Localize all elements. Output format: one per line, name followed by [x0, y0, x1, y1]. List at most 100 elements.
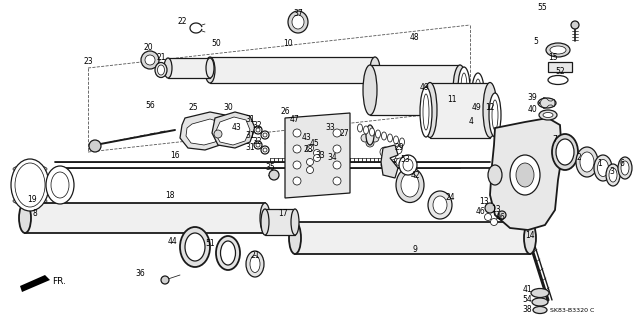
Text: 43: 43: [302, 132, 312, 142]
Text: 13: 13: [479, 197, 489, 206]
Ellipse shape: [598, 160, 609, 176]
Ellipse shape: [13, 181, 47, 189]
Text: 10: 10: [283, 39, 293, 48]
Ellipse shape: [539, 110, 557, 120]
Text: SK83-B3320 C: SK83-B3320 C: [550, 308, 594, 314]
Ellipse shape: [387, 134, 392, 142]
Ellipse shape: [246, 251, 264, 277]
Text: 18: 18: [165, 191, 175, 201]
Text: 50: 50: [211, 40, 221, 48]
Circle shape: [498, 211, 506, 219]
Polygon shape: [215, 117, 250, 145]
Circle shape: [256, 143, 260, 147]
Circle shape: [263, 148, 267, 152]
Circle shape: [293, 129, 301, 137]
Text: 32: 32: [252, 122, 262, 130]
Bar: [25, 203, 265, 233]
Ellipse shape: [13, 165, 47, 173]
Ellipse shape: [403, 159, 413, 171]
Text: 53: 53: [400, 155, 410, 165]
Circle shape: [387, 163, 397, 173]
Text: 49: 49: [472, 103, 482, 113]
Text: 43: 43: [231, 123, 241, 132]
Ellipse shape: [13, 189, 47, 197]
Text: 39: 39: [527, 93, 537, 101]
Polygon shape: [186, 119, 222, 145]
Ellipse shape: [399, 138, 404, 146]
Text: 1: 1: [598, 160, 602, 168]
Text: 22: 22: [177, 17, 187, 26]
Text: 21: 21: [250, 251, 260, 261]
Text: 36: 36: [135, 270, 145, 278]
Text: 52: 52: [555, 68, 565, 77]
Ellipse shape: [164, 58, 172, 78]
Ellipse shape: [288, 11, 308, 33]
Text: 35: 35: [265, 164, 275, 173]
Circle shape: [381, 161, 389, 169]
Ellipse shape: [364, 126, 369, 134]
Text: 42: 42: [410, 170, 420, 180]
Ellipse shape: [531, 288, 549, 298]
Ellipse shape: [423, 83, 437, 137]
Bar: [265, 209, 295, 235]
Text: 28: 28: [303, 145, 313, 154]
Text: 41: 41: [522, 286, 532, 294]
Circle shape: [293, 161, 301, 169]
Ellipse shape: [396, 167, 424, 203]
Text: 37: 37: [293, 9, 303, 18]
Ellipse shape: [381, 132, 387, 140]
Ellipse shape: [216, 236, 240, 270]
Ellipse shape: [46, 166, 74, 204]
Ellipse shape: [13, 197, 47, 205]
Circle shape: [269, 170, 279, 180]
Ellipse shape: [483, 83, 497, 137]
Ellipse shape: [533, 307, 547, 314]
Circle shape: [388, 152, 396, 160]
Circle shape: [261, 146, 269, 154]
Text: 27: 27: [339, 130, 349, 138]
Ellipse shape: [538, 98, 556, 108]
Ellipse shape: [292, 15, 304, 29]
Ellipse shape: [510, 155, 540, 195]
Bar: [295, 222, 530, 254]
Circle shape: [484, 213, 492, 220]
Text: 46: 46: [475, 207, 485, 217]
Ellipse shape: [291, 209, 299, 235]
Text: 31: 31: [245, 144, 255, 152]
Ellipse shape: [423, 94, 429, 130]
Circle shape: [307, 167, 314, 174]
Ellipse shape: [363, 65, 377, 115]
Text: 23: 23: [83, 57, 93, 66]
Circle shape: [314, 150, 321, 157]
Text: 21: 21: [156, 53, 166, 62]
Ellipse shape: [366, 125, 374, 145]
Text: 17: 17: [278, 209, 288, 218]
Text: 20: 20: [143, 43, 153, 53]
Text: 11: 11: [447, 95, 457, 105]
Text: 26: 26: [280, 108, 290, 116]
Circle shape: [394, 146, 402, 154]
Ellipse shape: [420, 87, 432, 137]
Ellipse shape: [260, 203, 270, 233]
Polygon shape: [20, 275, 50, 292]
Bar: [210, 57, 375, 83]
Text: 9: 9: [413, 246, 417, 255]
Text: 30: 30: [223, 102, 233, 112]
Text: 31: 31: [245, 115, 255, 124]
Text: 4: 4: [468, 117, 474, 127]
Ellipse shape: [394, 136, 399, 144]
Circle shape: [380, 147, 390, 157]
Ellipse shape: [13, 173, 47, 181]
Ellipse shape: [546, 43, 570, 57]
Ellipse shape: [51, 172, 69, 198]
Ellipse shape: [576, 147, 598, 177]
Text: 12: 12: [485, 103, 495, 113]
Text: 7: 7: [552, 136, 557, 145]
Circle shape: [571, 21, 579, 29]
Circle shape: [254, 126, 262, 134]
Ellipse shape: [428, 191, 452, 219]
Ellipse shape: [376, 130, 381, 138]
Polygon shape: [212, 112, 255, 148]
Circle shape: [307, 145, 314, 152]
Circle shape: [333, 145, 341, 153]
